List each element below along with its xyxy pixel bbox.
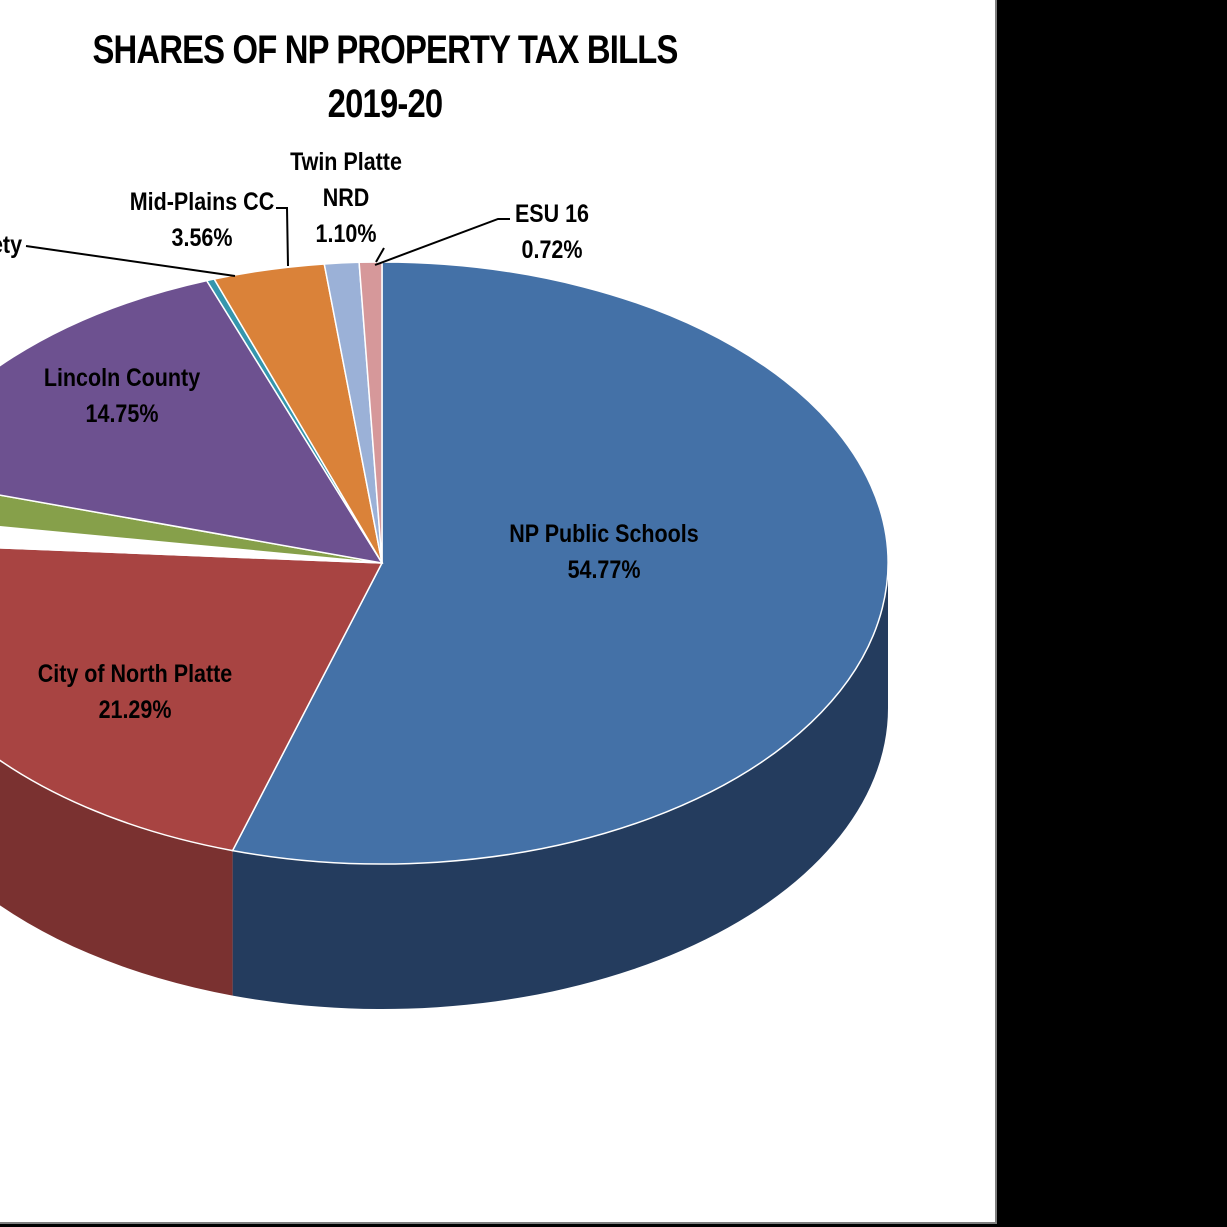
slice-value-lincoln-county: 14.75% bbox=[86, 399, 159, 427]
slice-label-esu-16: ESU 16 bbox=[515, 199, 589, 227]
slice-value-city-of-north-platte: 21.29% bbox=[99, 695, 172, 723]
slice-value-esu-16: 0.72% bbox=[522, 235, 583, 263]
chart-title: SHARES OF NP PROPERTY TAX BILLS bbox=[92, 28, 678, 72]
slice-value-np-public-schools: 54.77% bbox=[568, 555, 641, 583]
leader-line-twin-platte-nrd bbox=[375, 247, 385, 263]
pie-side-city-of-north-platte bbox=[0, 760, 233, 996]
slice-value-mid-plains-cc: 3.56% bbox=[172, 223, 233, 251]
slice-label-lincoln-county: Lincoln County bbox=[44, 363, 200, 391]
slice-value-twin-platte-nrd: 1.10% bbox=[316, 219, 377, 247]
slice-label-ety: ety bbox=[0, 230, 22, 258]
slice-label-twin-platte-nrd: NRD bbox=[323, 183, 370, 211]
slice-label-np-public-schools: NP Public Schools bbox=[509, 519, 698, 547]
leader-line-esu-16 bbox=[374, 218, 510, 266]
slice-label-city-of-north-platte: City of North Platte bbox=[38, 659, 233, 687]
leader-line-mid-plains-cc bbox=[276, 207, 289, 267]
pie-slice-lincoln-county bbox=[0, 279, 384, 565]
pie-slice-city-of-north-platte bbox=[0, 547, 384, 852]
chart-subtitle: 2019-20 bbox=[327, 82, 443, 126]
leader-line-ety bbox=[25, 245, 236, 277]
pie-chart: NP Public Schools 54.77% City of North Pla… bbox=[0, 147, 889, 1009]
chart-panel: SHARES OF NP PROPERTY TAX BILLS 2019-20 … bbox=[0, 0, 997, 1224]
pie-side-np-public-schools bbox=[232, 563, 888, 1009]
slice-label-twin-platte-nrd: Twin Platte bbox=[290, 147, 402, 175]
slice-label-mid-plains-cc: Mid-Plains CC bbox=[130, 187, 275, 215]
pie-slice-np-public-schools bbox=[231, 261, 889, 865]
